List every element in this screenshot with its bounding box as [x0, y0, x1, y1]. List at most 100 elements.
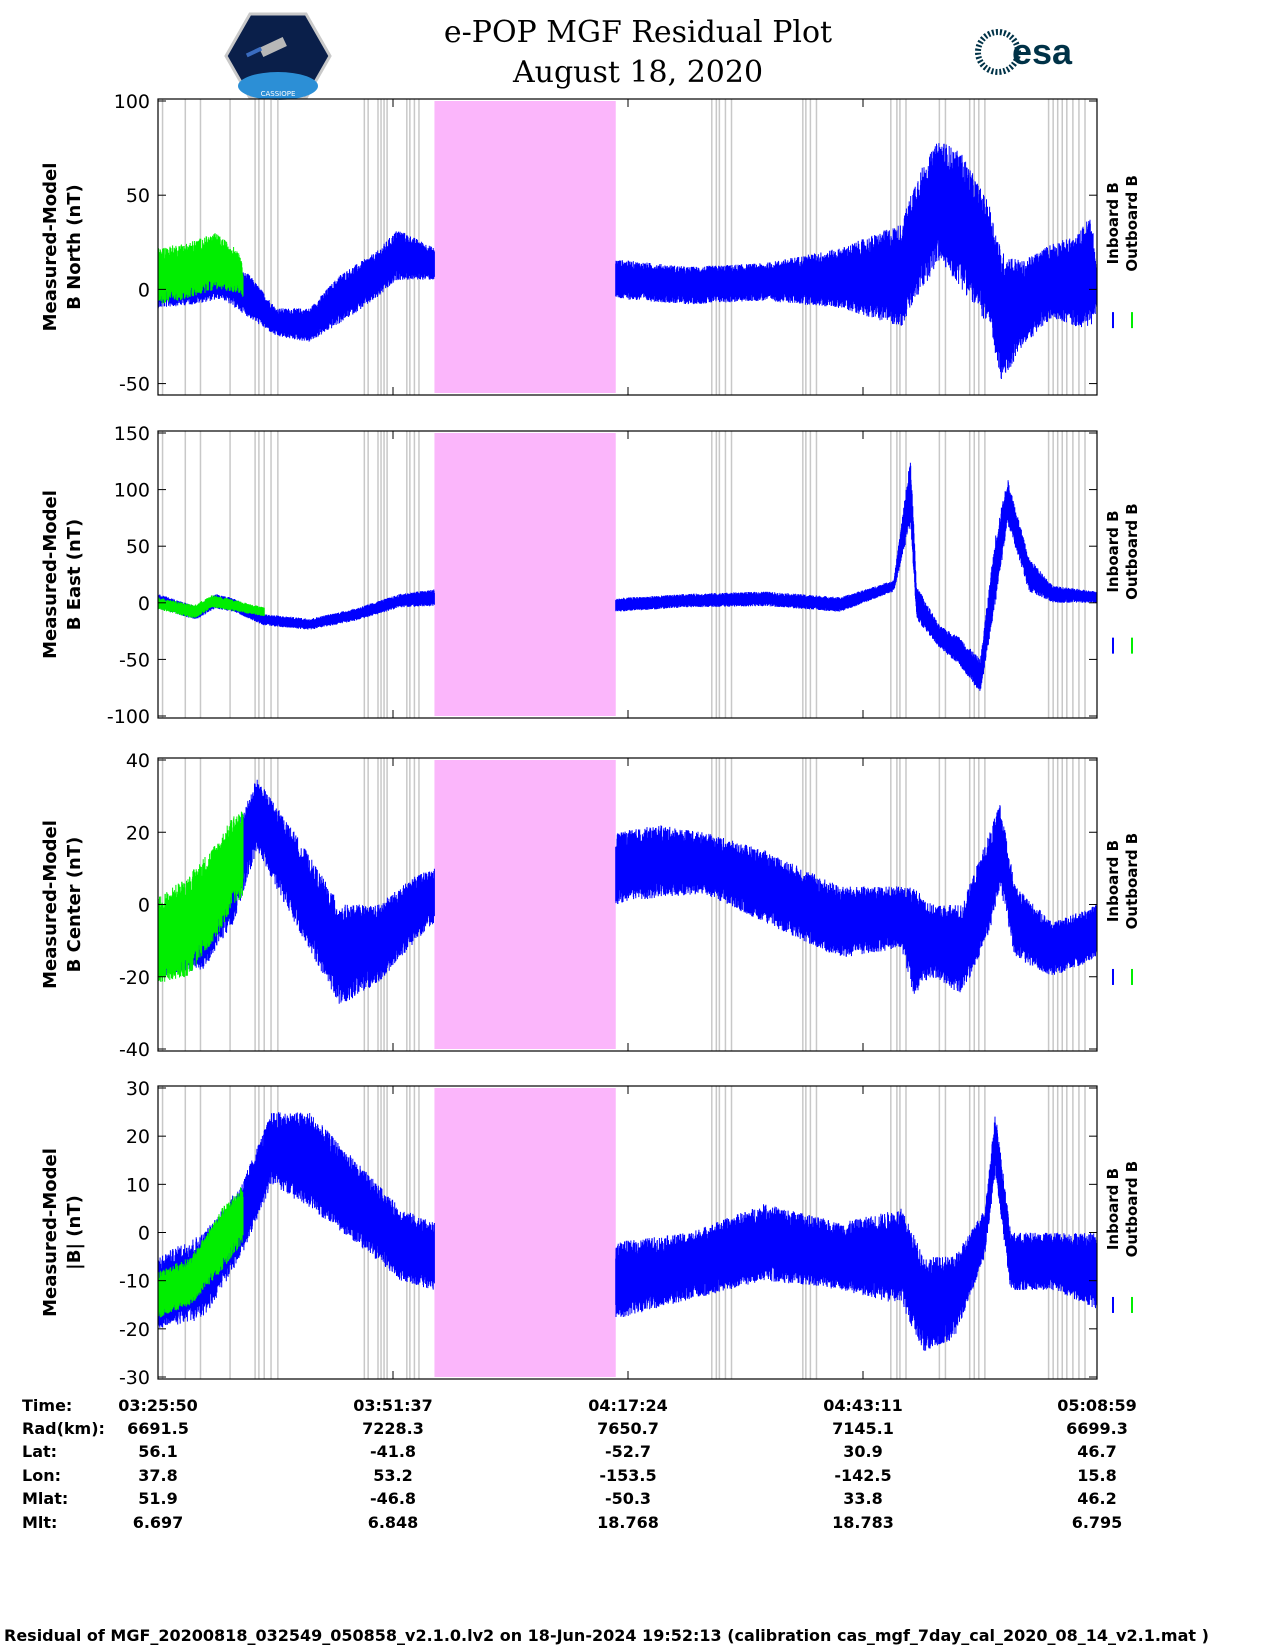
info-row-label: Mlt:: [22, 1513, 57, 1532]
info-cell: -50.3: [605, 1489, 651, 1508]
info-row-label: Mlat:: [22, 1489, 68, 1508]
outboard-b-series: [157, 595, 265, 618]
y-axis-label-line2: B East (nT): [64, 519, 85, 631]
legend: Inboard B Outboard B: [1104, 1161, 1141, 1313]
legend-label-outboard: Outboard B: [1123, 1161, 1141, 1258]
info-cell: -142.5: [834, 1466, 891, 1485]
legend-label-outboard: Outboard B: [1123, 503, 1141, 600]
orbit-info-table: Time: Rad(km): Lat: Lon: Mlat: Mlt: 03:25:50 66…: [22, 1396, 1137, 1532]
legend: Inboard B Outboard B: [1104, 503, 1141, 654]
panel-b-north: -50 0 50 100 Measured-Model B North (nT) Inboa…: [40, 91, 1141, 396]
info-cell: 18.783: [832, 1513, 894, 1532]
info-cell: 15.8: [1077, 1466, 1116, 1485]
info-cell: 46.7: [1077, 1442, 1116, 1461]
panel-b-magnitude: -30 -20 -10 0 10 20 30 Measured-Model |B| (nT) In…: [40, 1078, 1141, 1389]
info-cell: 6.848: [368, 1513, 419, 1532]
y-tick-label: 20: [126, 1126, 150, 1148]
legend-label-outboard: Outboard B: [1123, 833, 1141, 930]
info-cell: 56.1: [138, 1442, 177, 1461]
y-axis-label-line1: Measured-Model: [40, 490, 61, 659]
data-gap-region: [434, 101, 616, 393]
info-row-label: Time:: [22, 1396, 72, 1415]
y-tick-label: 20: [126, 822, 150, 844]
y-tick-label: -40: [119, 1039, 150, 1061]
y-tick-label: -50: [119, 649, 150, 671]
plot-title-line1: e-POP MGF Residual Plot: [444, 15, 832, 50]
y-tick-label: 0: [138, 895, 150, 917]
y-tick-label: 0: [138, 1223, 150, 1245]
y-tick-label: 0: [138, 593, 150, 615]
y-tick-label: 10: [126, 1174, 150, 1196]
data-gap-region: [434, 1088, 616, 1377]
plot-frame: [157, 430, 1098, 719]
legend-label-outboard: Outboard B: [1123, 175, 1141, 272]
info-row-label: Rad(km):: [22, 1419, 105, 1438]
inboard-b-series: [157, 1112, 1098, 1351]
y-tick-label: 50: [126, 185, 150, 207]
info-cell: 6691.5: [127, 1419, 189, 1438]
info-cell: -153.5: [599, 1466, 656, 1485]
esa-logo: esa: [975, 29, 1073, 75]
y-axis-label-line2: |B| (nT): [64, 1195, 85, 1270]
info-cell: 04:43:11: [823, 1396, 903, 1415]
info-cell: 7228.3: [362, 1419, 424, 1438]
y-axis-label-line2: B Center (nT): [64, 837, 85, 973]
outboard-b-series: [157, 1187, 244, 1318]
y-tick-label: -10: [119, 1271, 150, 1293]
info-cell: 04:17:24: [588, 1396, 668, 1415]
y-axis-label-line1: Measured-Model: [40, 163, 61, 332]
y-axis-label-line1: Measured-Model: [40, 1148, 61, 1317]
info-cell: 6.795: [1072, 1513, 1123, 1532]
legend-label-inboard: Inboard B: [1104, 1168, 1122, 1250]
info-cell: 53.2: [373, 1466, 412, 1485]
y-tick-label: 150: [114, 423, 150, 445]
panel-b-center: -40 -20 0 20 40 Measured-Model B Center (nT) In…: [40, 750, 1141, 1061]
legend-label-inboard: Inboard B: [1104, 510, 1122, 592]
inboard-b-series: [157, 462, 1098, 691]
info-row-label: Lon:: [22, 1466, 61, 1485]
legend: Inboard B Outboard B: [1104, 833, 1141, 985]
y-tick-label: -20: [119, 967, 150, 989]
cassiope-mission-logo: CASSIOPE: [224, 12, 332, 100]
data-gap-region: [434, 760, 616, 1049]
legend: Inboard B Outboard B: [1104, 175, 1141, 329]
info-cell: 03:51:37: [353, 1396, 433, 1415]
info-cell: 46.2: [1077, 1489, 1116, 1508]
legend-label-inboard: Inboard B: [1104, 182, 1122, 264]
info-cell: 6.697: [133, 1513, 184, 1532]
y-tick-label: -20: [119, 1319, 150, 1341]
y-axis-label-line1: Measured-Model: [40, 820, 61, 989]
panel-b-east: -100 -50 0 50 100 150 Measured-Model B East (nT…: [40, 423, 1141, 728]
data-gap-region: [434, 433, 616, 716]
info-cell: 30.9: [843, 1442, 882, 1461]
y-tick-label: 100: [114, 91, 150, 113]
info-cell: -41.8: [370, 1442, 416, 1461]
event-lines: [161, 431, 1086, 718]
inboard-b-series: [157, 779, 1098, 1004]
info-cell: 51.9: [138, 1489, 177, 1508]
y-tick-label: 30: [126, 1078, 150, 1100]
info-cell: -46.8: [370, 1489, 416, 1508]
info-cell: 33.8: [843, 1489, 882, 1508]
y-tick-label: 0: [138, 279, 150, 301]
y-tick-label: -50: [119, 374, 150, 396]
info-cell: 37.8: [138, 1466, 177, 1485]
info-cell: -52.7: [605, 1442, 651, 1461]
info-cell: 05:08:59: [1057, 1396, 1137, 1415]
inboard-b-series: [157, 143, 1098, 380]
footer-note: Residual of MGF_20200818_032549_050858_v…: [4, 1626, 1209, 1645]
cassiope-logo-text: CASSIOPE: [261, 90, 296, 98]
esa-globe-icon: [975, 29, 1021, 75]
outboard-b-series: [157, 811, 244, 982]
y-tick-label: 40: [126, 750, 150, 772]
info-cell: 03:25:50: [118, 1396, 198, 1415]
satellite-icon: [259, 36, 287, 58]
info-cell: 7650.7: [597, 1419, 659, 1438]
y-tick-label: 50: [126, 536, 150, 558]
y-tick-label: -30: [119, 1367, 150, 1389]
outboard-b-series: [157, 233, 244, 304]
info-cell: 6699.3: [1066, 1419, 1128, 1438]
plot-title-line2: August 18, 2020: [512, 55, 763, 90]
esa-logo-text: esa: [1012, 31, 1073, 72]
